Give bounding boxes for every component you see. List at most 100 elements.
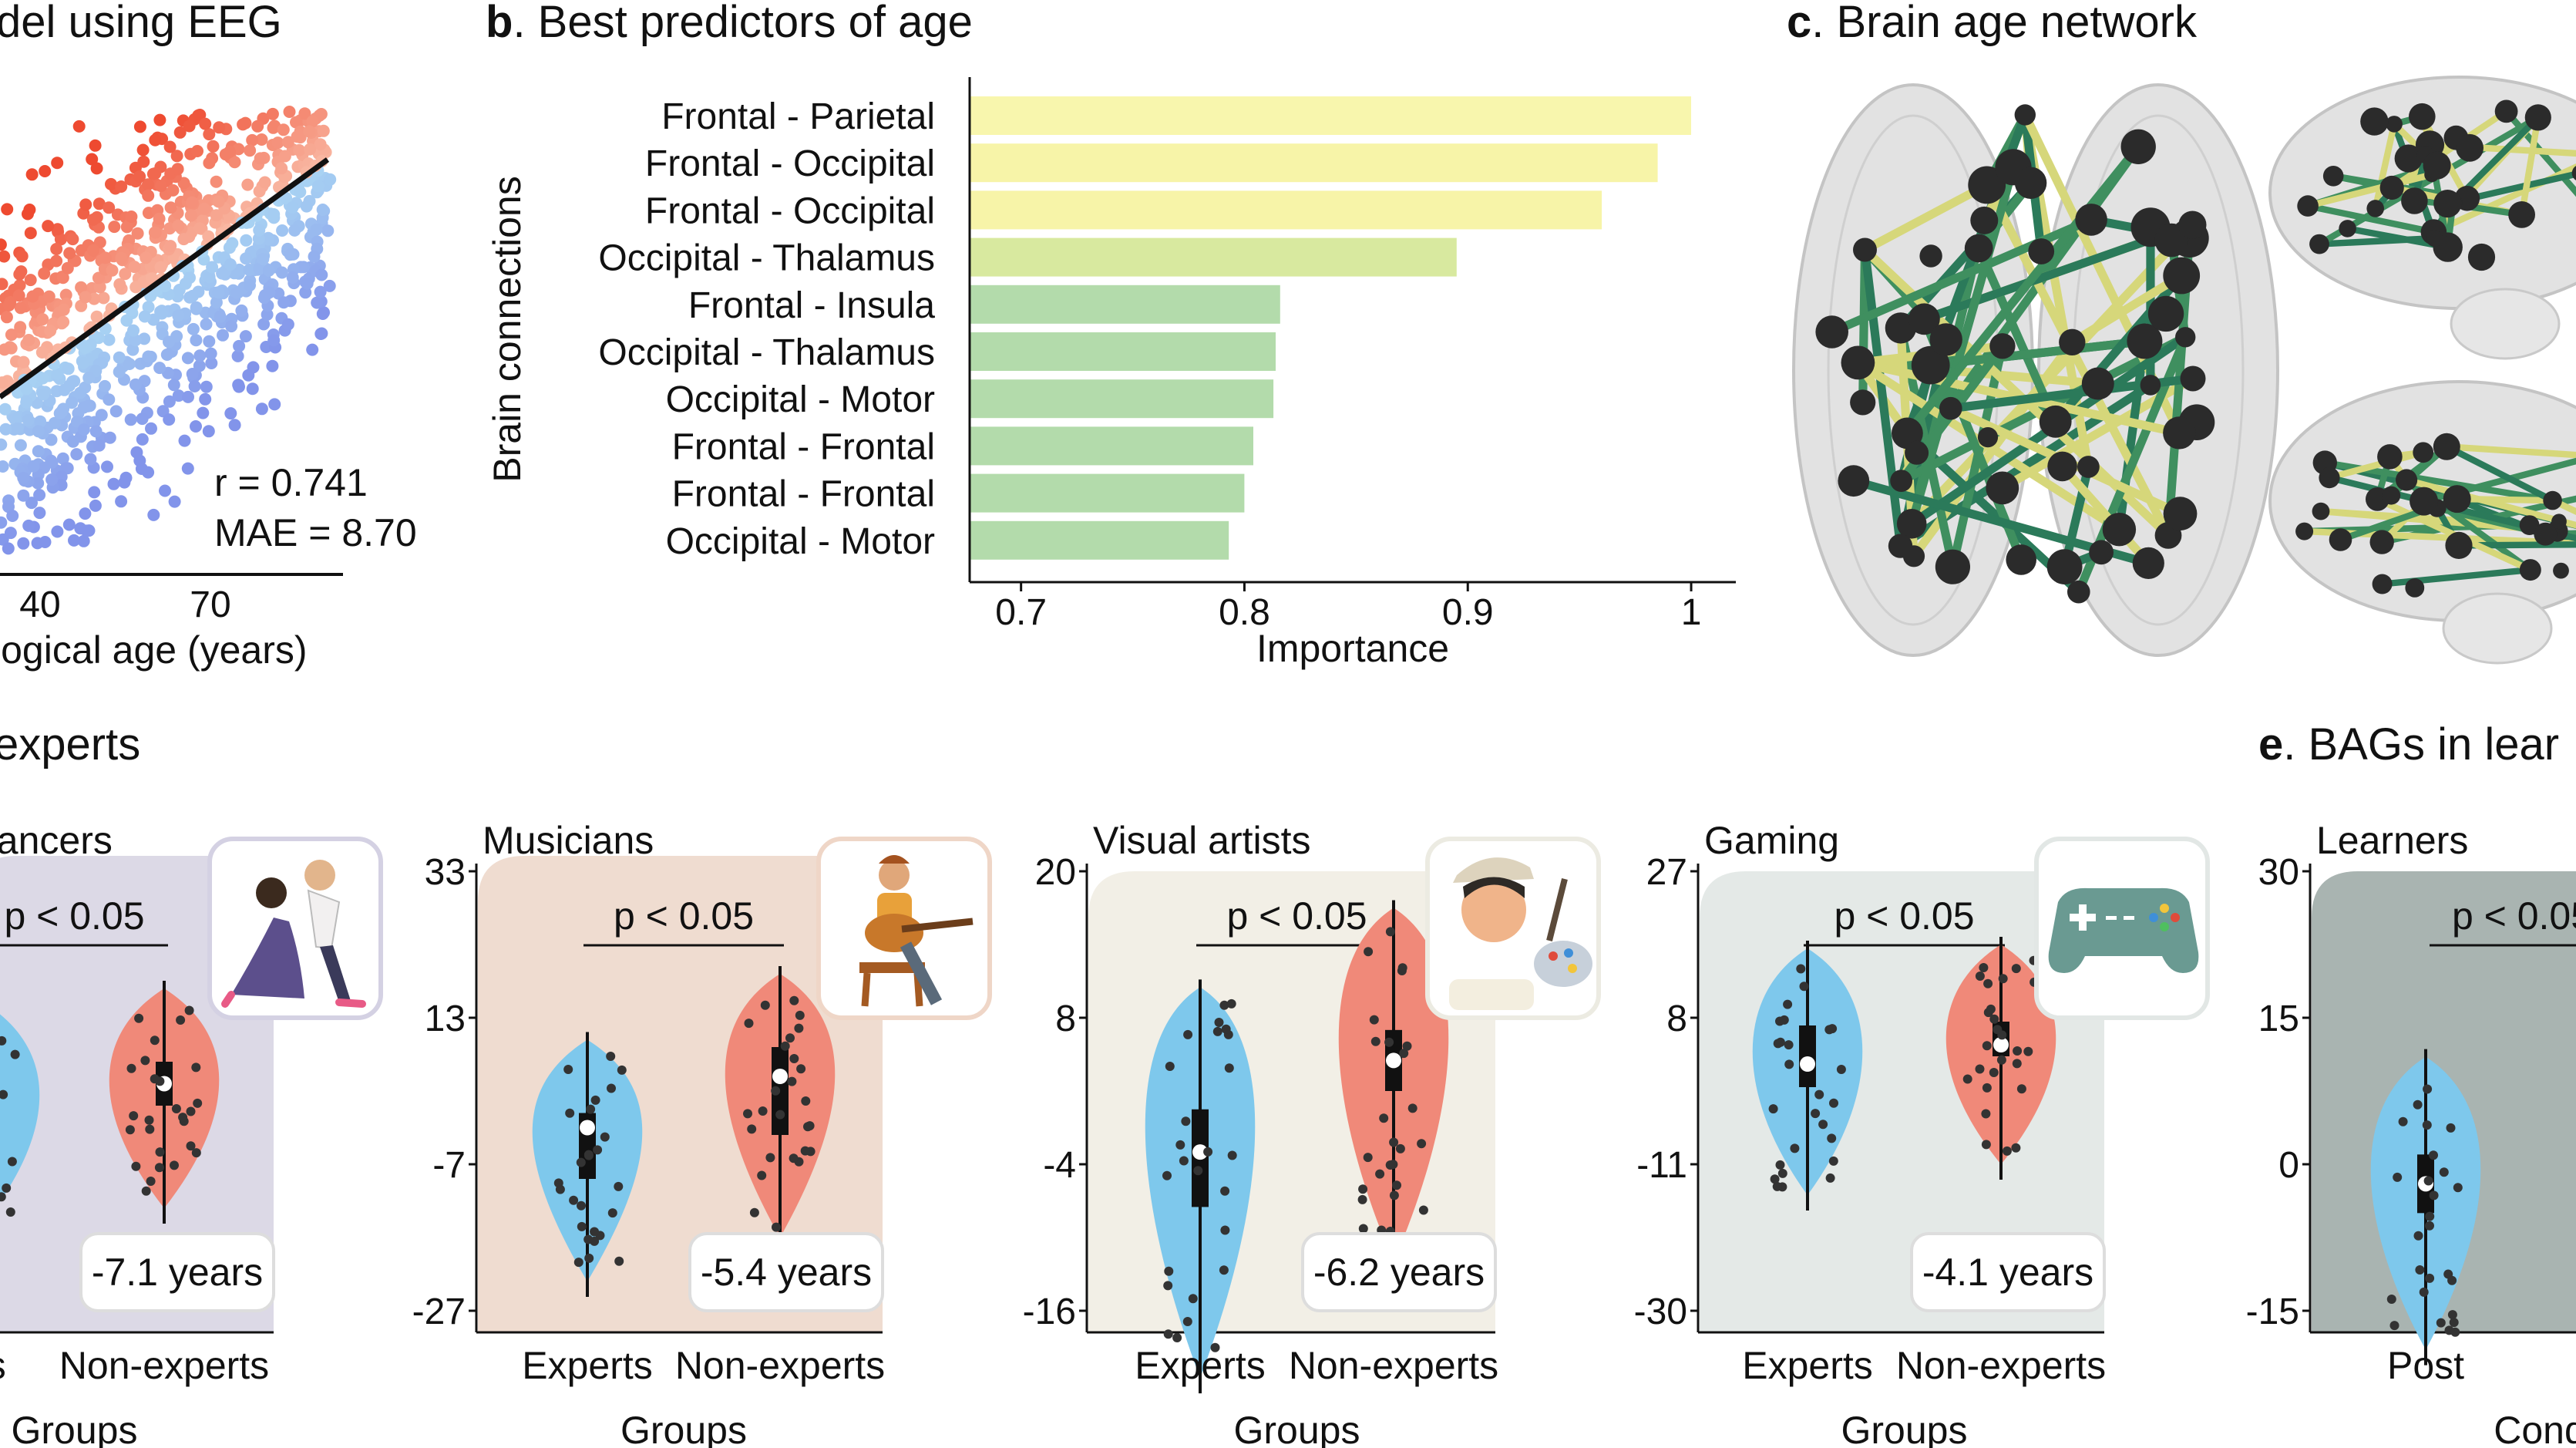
data-point [1375, 1169, 1385, 1179]
data-point [801, 1096, 811, 1106]
data-point [176, 1015, 186, 1025]
scatter-point [316, 308, 329, 320]
data-point [606, 1052, 616, 1061]
scatter-point [198, 202, 210, 215]
network-node [2433, 433, 2460, 460]
bar-category-label: Frontal - Occipital [645, 190, 935, 231]
scatter-point [286, 271, 299, 284]
data-point [614, 1256, 624, 1266]
scatter-point [130, 446, 143, 459]
network-node [2379, 175, 2404, 200]
data-point [2447, 1310, 2457, 1320]
data-point [607, 1208, 617, 1218]
scatter-point [138, 310, 151, 323]
bar-category-label: Occipital - Thalamus [598, 238, 935, 279]
scatter-point [106, 264, 119, 277]
scatter-point [181, 352, 194, 365]
scatter-point [113, 278, 126, 291]
violin-median [1993, 1037, 2009, 1052]
violin-shape [0, 1014, 40, 1202]
scatter-point [131, 227, 144, 240]
scatter-point [257, 318, 271, 331]
scatter-point [61, 261, 74, 274]
scatter-point [239, 330, 252, 343]
data-point [191, 1148, 201, 1158]
scatter-point [72, 120, 86, 133]
scatter-point [135, 463, 148, 475]
scatter-point [142, 178, 154, 191]
data-point [7, 1157, 17, 1167]
scatter-point [32, 476, 45, 490]
scatter-point [188, 380, 201, 392]
scatter-point [187, 322, 200, 335]
data-point [131, 1161, 141, 1171]
scatter-point [92, 271, 105, 285]
scatter-point [142, 350, 155, 363]
scatter-point [155, 307, 168, 320]
data-point [749, 1207, 759, 1217]
data-point [1219, 1265, 1229, 1275]
data-point [1417, 1139, 1427, 1149]
data-point [1219, 1000, 1229, 1010]
bar-category-label: Frontal - Occipital [645, 143, 935, 184]
scatter-point [321, 224, 335, 237]
network-node [2410, 487, 2439, 516]
scatter-point [45, 456, 59, 469]
scatter-point [79, 291, 92, 304]
scatter-point [203, 128, 216, 141]
data-point [772, 1222, 781, 1232]
scatter-point [142, 189, 155, 202]
scatter-point [202, 230, 215, 243]
y-tick-label: 30 [2258, 852, 2299, 893]
scatter-point [224, 258, 237, 271]
network-node [2180, 365, 2206, 392]
scatter-point [241, 178, 254, 191]
network-node [2127, 323, 2163, 359]
data-point [1828, 1156, 1838, 1166]
brain-side-view-upper [2268, 76, 2576, 360]
data-point [1385, 1160, 1395, 1170]
data-point [140, 1056, 150, 1066]
network-edge [2503, 108, 2576, 197]
data-point [1193, 1166, 1203, 1176]
network-node [2163, 497, 2198, 531]
network-node [2059, 328, 2086, 355]
network-node [2401, 187, 2428, 214]
scatter-point [153, 362, 166, 375]
scatter-point [308, 250, 321, 263]
dancers-icon [207, 837, 383, 1020]
scatter-point [63, 247, 76, 260]
scatter-point [164, 201, 177, 214]
bar [970, 96, 1691, 135]
data-point [617, 1065, 627, 1075]
scatter-point [253, 224, 266, 237]
network-node [2046, 549, 2083, 584]
scatter-point [303, 125, 316, 138]
scatter-point [210, 209, 223, 222]
scatter-point [77, 534, 90, 547]
scatter-point [186, 368, 199, 380]
bar [970, 190, 1602, 230]
data-point [2425, 1221, 2434, 1231]
network-edge [2372, 120, 2398, 212]
regression-line [0, 157, 330, 399]
scatter-point [107, 477, 120, 490]
data-point [1227, 1150, 1237, 1160]
brain-age-gap-label: -7.1 years [92, 1251, 263, 1294]
y-tick-label: 8 [1055, 998, 1076, 1039]
network-node [1896, 509, 1927, 539]
network-node [2494, 99, 2518, 123]
scatter-point [246, 133, 259, 146]
data-point [1983, 978, 1993, 988]
data-point [2413, 1231, 2423, 1241]
scatter-point [204, 347, 217, 360]
data-point [800, 1146, 810, 1156]
data-point [193, 1098, 203, 1108]
scatter-point [0, 238, 7, 251]
scatter-point [202, 425, 215, 438]
scatter-point [233, 263, 246, 276]
data-point [771, 1086, 781, 1096]
scatter-point [42, 220, 55, 233]
scatter-point [149, 226, 162, 239]
data-point [1163, 1329, 1173, 1339]
